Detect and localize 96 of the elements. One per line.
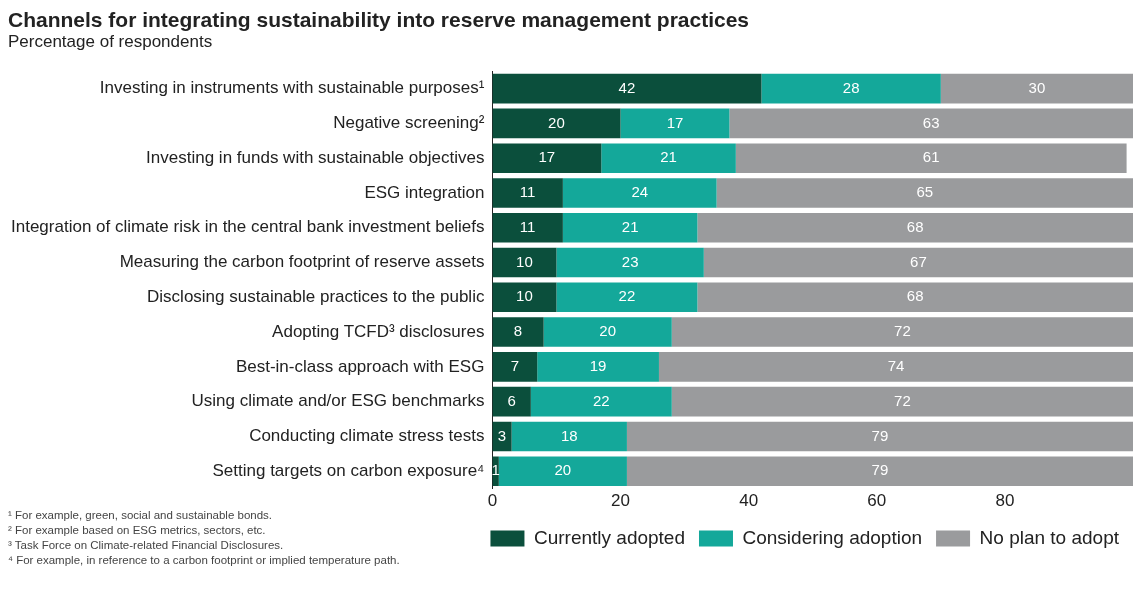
x-tick-label: 40	[739, 491, 759, 511]
data-label: 65	[916, 183, 934, 201]
data-label: 3	[497, 426, 507, 444]
data-label: 20	[554, 461, 572, 479]
data-label: 21	[660, 148, 677, 166]
bar	[543, 317, 672, 347]
y-tick-label: Conducting climate stress tests	[249, 426, 485, 446]
text: ¹ For example, green, social and sustainable bonds.	[8, 509, 273, 521]
y-tick-label: Setting targets on carbon exposure⁴	[212, 460, 485, 480]
data-label: 72	[894, 391, 911, 409]
bar	[556, 247, 704, 278]
chart-title: Channels for integrating sustainability into reserve management practices	[8, 8, 751, 32]
data-label: 6	[507, 391, 516, 409]
legend-label: No plan to adopt	[979, 526, 1120, 548]
bar	[671, 317, 1133, 347]
data-label: 72	[894, 322, 911, 340]
bar	[492, 352, 538, 382]
y-tick-label: Investing in instruments with sustainable purposes¹	[99, 78, 485, 98]
y-tick-label: Measuring the carbon footprint of reserve assets	[119, 252, 485, 272]
data-label: 79	[871, 461, 889, 479]
data-label: 68	[906, 287, 924, 305]
bar	[492, 247, 557, 278]
x-tick-label: 60	[867, 491, 887, 511]
x-tick-label: 0	[487, 491, 498, 511]
bar	[658, 352, 1133, 382]
data-label: 23	[621, 252, 639, 270]
bar	[492, 282, 557, 313]
y-tick-label: ESG integration	[364, 182, 485, 202]
bar	[562, 178, 717, 208]
data-label: 61	[922, 148, 940, 166]
bar	[940, 73, 1133, 104]
bar	[492, 73, 762, 104]
data-label: 68	[906, 217, 924, 235]
bar	[492, 317, 544, 347]
bar	[492, 108, 621, 139]
data-label: 22	[618, 287, 636, 305]
y-tick-label: Best-in-class approach with ESG	[235, 356, 485, 376]
bar	[716, 178, 1133, 208]
bar	[492, 212, 563, 243]
bar	[556, 282, 698, 313]
y-tick-label: Negative screening²	[333, 113, 485, 133]
text: ³ Task Force on Climate-related Financial Disclosures.	[8, 538, 285, 553]
text: ² For example based on ESG metrics, sectors, etc.	[8, 523, 267, 538]
bar	[697, 212, 1133, 243]
data-label: 24	[631, 183, 649, 201]
bar	[671, 386, 1133, 417]
data-label: 18	[560, 426, 578, 444]
bar	[601, 143, 736, 173]
bar	[511, 421, 627, 452]
bar	[620, 108, 730, 139]
legend-label: Considering adoption	[742, 526, 923, 548]
data-label: 20	[599, 322, 617, 340]
x-tick-label: 80	[995, 491, 1015, 511]
data-label: 79	[871, 426, 889, 444]
data-label: 17	[538, 148, 556, 166]
x-tick-label: 20	[611, 491, 630, 511]
bar	[537, 352, 659, 382]
bar	[703, 247, 1133, 278]
data-label: 11	[519, 183, 536, 201]
data-label: 19	[589, 357, 607, 374]
data-label: 30	[1028, 78, 1046, 96]
data-label: 22	[592, 391, 610, 409]
bar	[735, 143, 1127, 173]
data-label: 10	[516, 252, 533, 270]
text: ⁴ For example, in reference to a carbon footprint or implied temperature path.	[8, 553, 401, 568]
bar	[492, 178, 563, 208]
bar	[492, 386, 531, 417]
bar	[729, 108, 1133, 139]
legend-label: Currently adopted	[533, 526, 685, 548]
bar	[697, 282, 1133, 313]
data-label: 8	[513, 322, 523, 340]
data-label: 11	[519, 217, 536, 235]
data-label: 67	[910, 252, 927, 270]
data-label: 28	[842, 78, 860, 96]
data-label: 63	[922, 113, 940, 131]
bar	[626, 456, 1133, 486]
bar	[498, 456, 627, 486]
y-tick-label: Using climate and/or ESG benchmarks	[191, 391, 485, 411]
data-label: 74	[887, 357, 905, 374]
bar	[626, 421, 1133, 452]
bar	[562, 212, 698, 243]
data-label: 20	[548, 113, 565, 131]
data-label: 1	[491, 461, 500, 479]
data-label: 7	[510, 357, 519, 374]
y-tick-label: Adopting TCFD³ disclosures	[272, 321, 485, 341]
bar	[530, 386, 672, 417]
bar	[761, 73, 941, 104]
data-label: 21	[621, 217, 639, 235]
y-tick-label: Disclosing sustainable practices to the public	[147, 286, 485, 306]
data-label: 10	[516, 287, 533, 305]
y-tick-label: Integration of climate risk in the central bank investment beliefs	[11, 217, 485, 237]
text: Percentage of respondents	[8, 32, 214, 52]
data-label: 17	[666, 113, 684, 131]
bar	[492, 143, 602, 173]
y-tick-label: Investing in funds with sustainable objectives	[146, 147, 485, 167]
data-label: 42	[618, 78, 636, 96]
